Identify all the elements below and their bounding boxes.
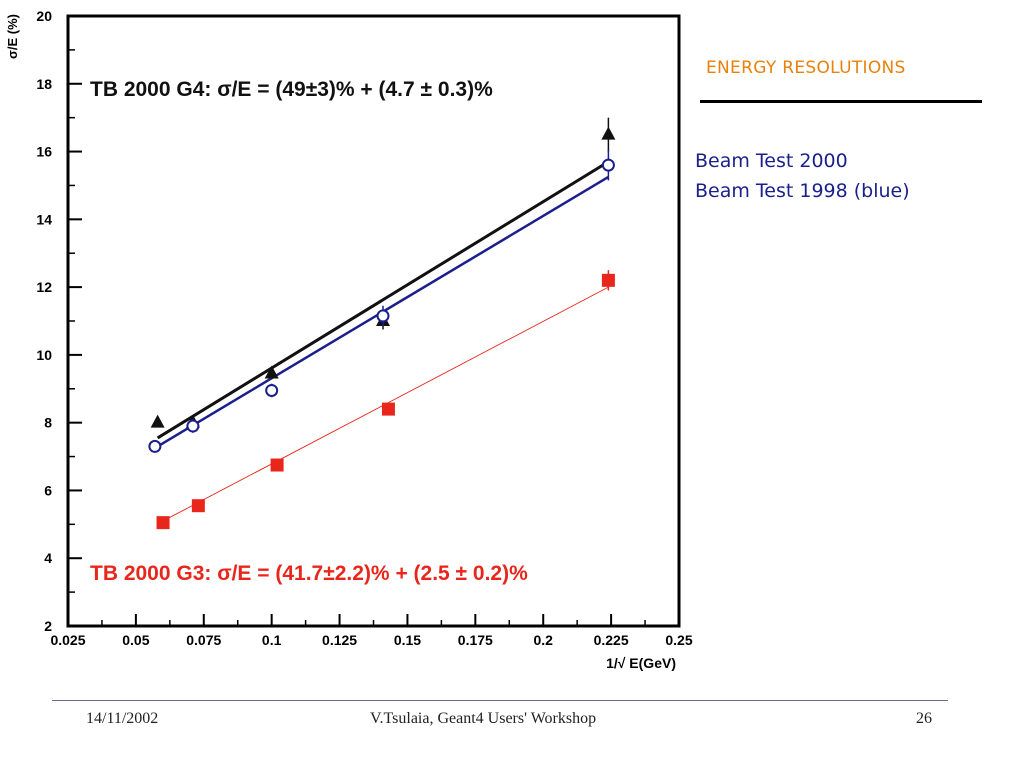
data-point-circle	[376, 309, 390, 323]
plot-frame	[66, 14, 681, 628]
footer-page-number: 26	[916, 710, 932, 727]
fit-line-triangle	[156, 160, 610, 440]
data-point-triangle	[601, 126, 616, 140]
x-tick-label: 0.1	[262, 632, 282, 648]
data-point-circle	[601, 158, 615, 172]
x-tick-label: 0.125	[322, 632, 357, 648]
data-point-square	[191, 499, 205, 513]
resolution-chart: 0.025 0.05 0.075 0.1 0.125 0.15 0.175 0.2 0.225 0…	[5, 8, 693, 671]
x-tick-label: 0.175	[458, 632, 493, 648]
x-tick-label: 0.25	[665, 632, 692, 648]
y-tick-label: 18	[36, 76, 52, 92]
x-tick-label: 0.15	[394, 632, 421, 648]
data-point-square	[601, 273, 615, 287]
data-point-square	[156, 516, 170, 530]
x-tick-label: 0.2	[533, 632, 553, 648]
g3-formula: TB 2000 G3: σ/E = (41.7±2.2)% + (2.5 ± 0…	[90, 562, 528, 585]
legend-line-2000: Beam Test 2000	[695, 150, 848, 172]
x-axis-label: 1/√ E(GeV)	[606, 655, 676, 671]
x-tick-label: 0.025	[50, 632, 85, 648]
g4-formula: TB 2000 G4: σ/E = (49±3)% + (4.7 ± 0.3)%	[90, 78, 493, 101]
data-point-circle	[148, 439, 162, 453]
data-point-square	[381, 402, 395, 416]
legend-note: Beam Test 2000 Beam Test 1998 (blue)	[695, 146, 910, 206]
data-point-square	[270, 458, 284, 472]
y-tick-label: 4	[44, 550, 52, 566]
y-tick-label: 12	[36, 279, 52, 295]
footer-presenter: V.Tsulaia, Geant4 Users' Workshop	[370, 710, 597, 727]
footer-divider	[52, 700, 948, 701]
x-tick-label: 0.075	[186, 632, 221, 648]
data-point-circle	[186, 419, 200, 433]
footer-date: 14/11/2002	[86, 710, 159, 727]
y-tick-label: 2	[44, 618, 52, 634]
y-tick-label: 20	[36, 8, 52, 24]
legend-line-1998: Beam Test 1998 (blue)	[695, 180, 910, 202]
data-point-triangle	[264, 365, 279, 379]
title-underline	[700, 100, 982, 103]
y-tick-label: 8	[44, 415, 52, 431]
x-tick-label: 0.05	[122, 632, 149, 648]
y-tick-label: 6	[44, 482, 52, 498]
y-tick-label: 16	[36, 144, 52, 160]
y-axis-label: σ/E (%)	[5, 14, 20, 59]
x-tick-label: 0.225	[594, 632, 629, 648]
data-point-triangle	[150, 414, 165, 428]
y-tick-label: 10	[36, 347, 52, 363]
y-tick-label: 14	[36, 211, 52, 227]
slide-title: ENERGY RESOLUTIONS	[706, 58, 906, 78]
data-point-circle	[265, 383, 279, 397]
